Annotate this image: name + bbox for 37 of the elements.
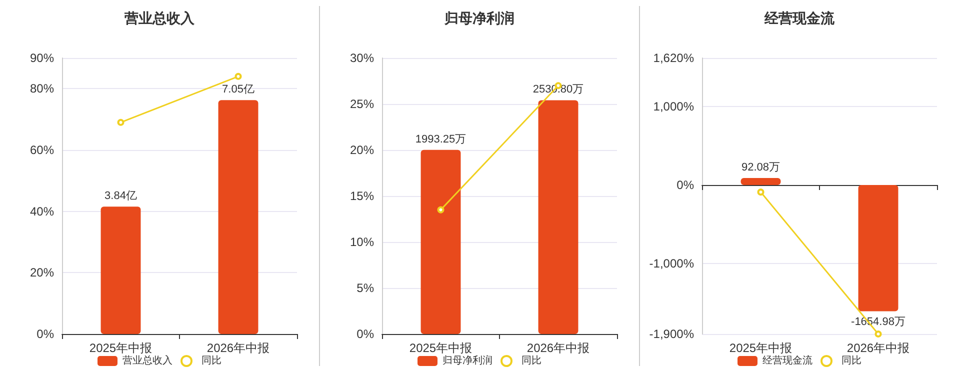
legend-label: 营业总收入 <box>122 354 172 366</box>
x-tick-label: 2025年中报 <box>89 341 152 355</box>
data-label: 7.05亿 <box>222 84 254 96</box>
chart-title: 营业总收入 <box>124 10 196 26</box>
y-tick-label: 40% <box>30 204 54 218</box>
data-label: 1993.25万 <box>415 133 466 146</box>
y-tick-label: 0% <box>36 327 54 341</box>
x-tick-label: 2025年中报 <box>409 341 472 355</box>
x-tick-label: 2026年中报 <box>846 341 910 355</box>
y-tick-label: 15% <box>350 189 374 203</box>
legend-label: 同比 <box>522 354 542 366</box>
y-tick-label: 25% <box>350 97 374 111</box>
legend-label: 归母净利润 <box>442 354 492 366</box>
y-tick-label: 60% <box>30 143 54 157</box>
data-label: 92.08万 <box>741 161 780 174</box>
y-tick-label: 30% <box>350 51 374 65</box>
legend-label: 经营现金流 <box>762 354 812 366</box>
y-tick-label: 0% <box>676 178 694 192</box>
chart-title: 经营现金流 <box>764 10 836 26</box>
chart-title: 归母净利润 <box>444 10 514 26</box>
y-tick-label: -1,000% <box>649 256 694 270</box>
x-tick-label: 2026年中报 <box>526 341 590 355</box>
y-tick-label: 20% <box>30 266 54 280</box>
y-tick-label: 10% <box>350 235 374 249</box>
y-tick-label: 1,620% <box>653 51 694 65</box>
y-tick-label: 90% <box>30 51 54 65</box>
y-tick-label: 1,000% <box>653 100 694 114</box>
x-tick-label: 2025年中报 <box>729 341 792 355</box>
data-label: 3.84亿 <box>104 190 137 202</box>
y-tick-label: 20% <box>350 143 374 157</box>
x-tick-label: 2026年中报 <box>206 341 270 355</box>
legend-label: 同比 <box>202 354 222 366</box>
legend-label: 同比 <box>842 354 862 366</box>
y-tick-label: 5% <box>356 281 374 295</box>
y-tick-label: -1,900% <box>649 327 694 341</box>
y-tick-label: 80% <box>30 82 54 96</box>
y-tick-label: 0% <box>356 327 374 341</box>
